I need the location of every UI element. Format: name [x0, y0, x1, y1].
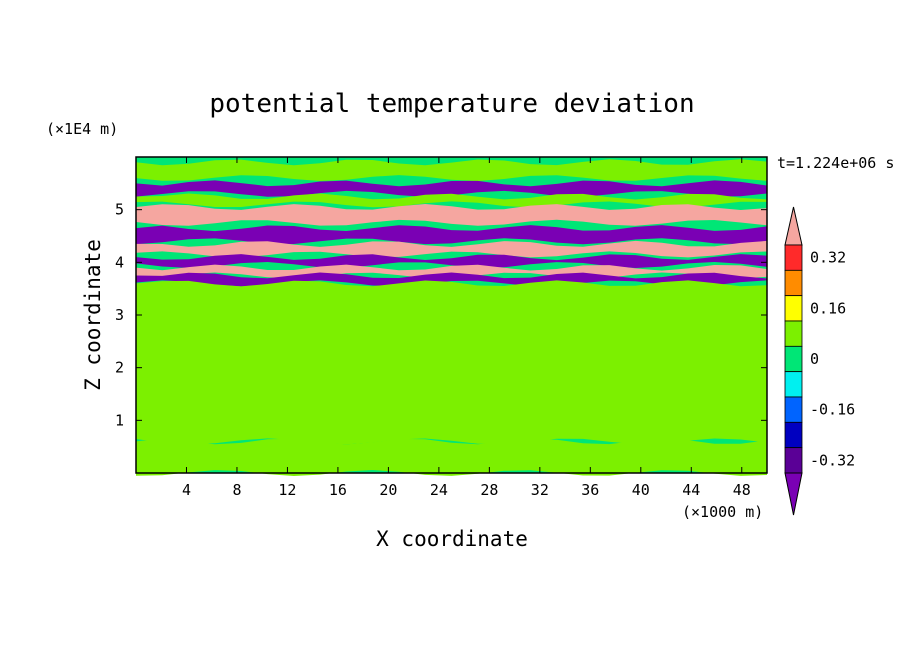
colorbar-segment: [784, 320, 803, 347]
x-axis-ticks: 4 8 12 16 20 24 28 32 36 40 44 48: [182, 157, 751, 499]
x-tick-label: 48: [733, 481, 751, 499]
x-tick-label: 20: [379, 481, 397, 499]
contour-band: [136, 280, 767, 445]
colorbar-segment: [784, 371, 803, 398]
colorbar-segment: [784, 295, 803, 322]
y-axis-label: Z coordinate: [81, 239, 105, 391]
contour-band: [136, 438, 767, 476]
plot-area: [136, 157, 767, 476]
x-tick-label: 44: [682, 481, 700, 499]
time-label: t=1.224e+06 s: [777, 154, 894, 172]
colorbar-label: 0.16: [810, 299, 846, 317]
y-tick-label: 5: [115, 201, 124, 219]
x-tick-label: 36: [581, 481, 599, 499]
x-tick-label: 32: [531, 481, 549, 499]
y-tick-label: 3: [115, 306, 124, 324]
x-tick-label: 24: [430, 481, 448, 499]
colorbar-segment: [784, 244, 803, 271]
colorbar-segment: [784, 345, 803, 373]
contour-band: [136, 254, 767, 268]
colorbar-label: -0.32: [810, 451, 855, 469]
contour-band: [136, 193, 767, 208]
x-tick-label: 40: [632, 481, 650, 499]
x-tick-label: 16: [329, 481, 347, 499]
chart-title: potential temperature deviation: [209, 89, 694, 119]
x-tick-label: 12: [278, 481, 296, 499]
y-axis-ticks: 1 2 3 4 5: [115, 201, 767, 429]
contour-band: [136, 159, 767, 181]
x-unit-label: (×1000 m): [682, 503, 763, 521]
colorbar-label: 0: [810, 350, 819, 368]
colorbar-bottom-arrow: [784, 472, 803, 516]
x-tick-label: 28: [480, 481, 498, 499]
colorbar-segment: [784, 396, 803, 423]
x-tick-label: 8: [232, 481, 241, 499]
contour-band: [136, 240, 767, 258]
contour-band: [136, 264, 767, 279]
contour-band: [136, 272, 767, 287]
y-unit-label: (×1E4 m): [46, 120, 118, 138]
colorbar-segment: [784, 269, 803, 297]
y-tick-label: 2: [115, 359, 124, 377]
x-axis-label: X coordinate: [376, 527, 528, 551]
colorbar-label: -0.16: [810, 401, 855, 419]
contour-band: [136, 225, 767, 245]
y-tick-label: 1: [115, 411, 124, 429]
colorbar-segment: [784, 421, 803, 449]
colorbar-label: 0.32: [810, 249, 846, 267]
colorbar-top-arrow: [784, 206, 803, 246]
x-tick-label: 4: [182, 481, 191, 499]
colorbar-segment: [784, 447, 803, 474]
contour-band: [136, 180, 767, 197]
colorbar: 0.32 0.16 0 -0.16 -0.32: [784, 206, 855, 516]
y-tick-label: 4: [115, 253, 124, 271]
contour-band: [136, 204, 767, 226]
